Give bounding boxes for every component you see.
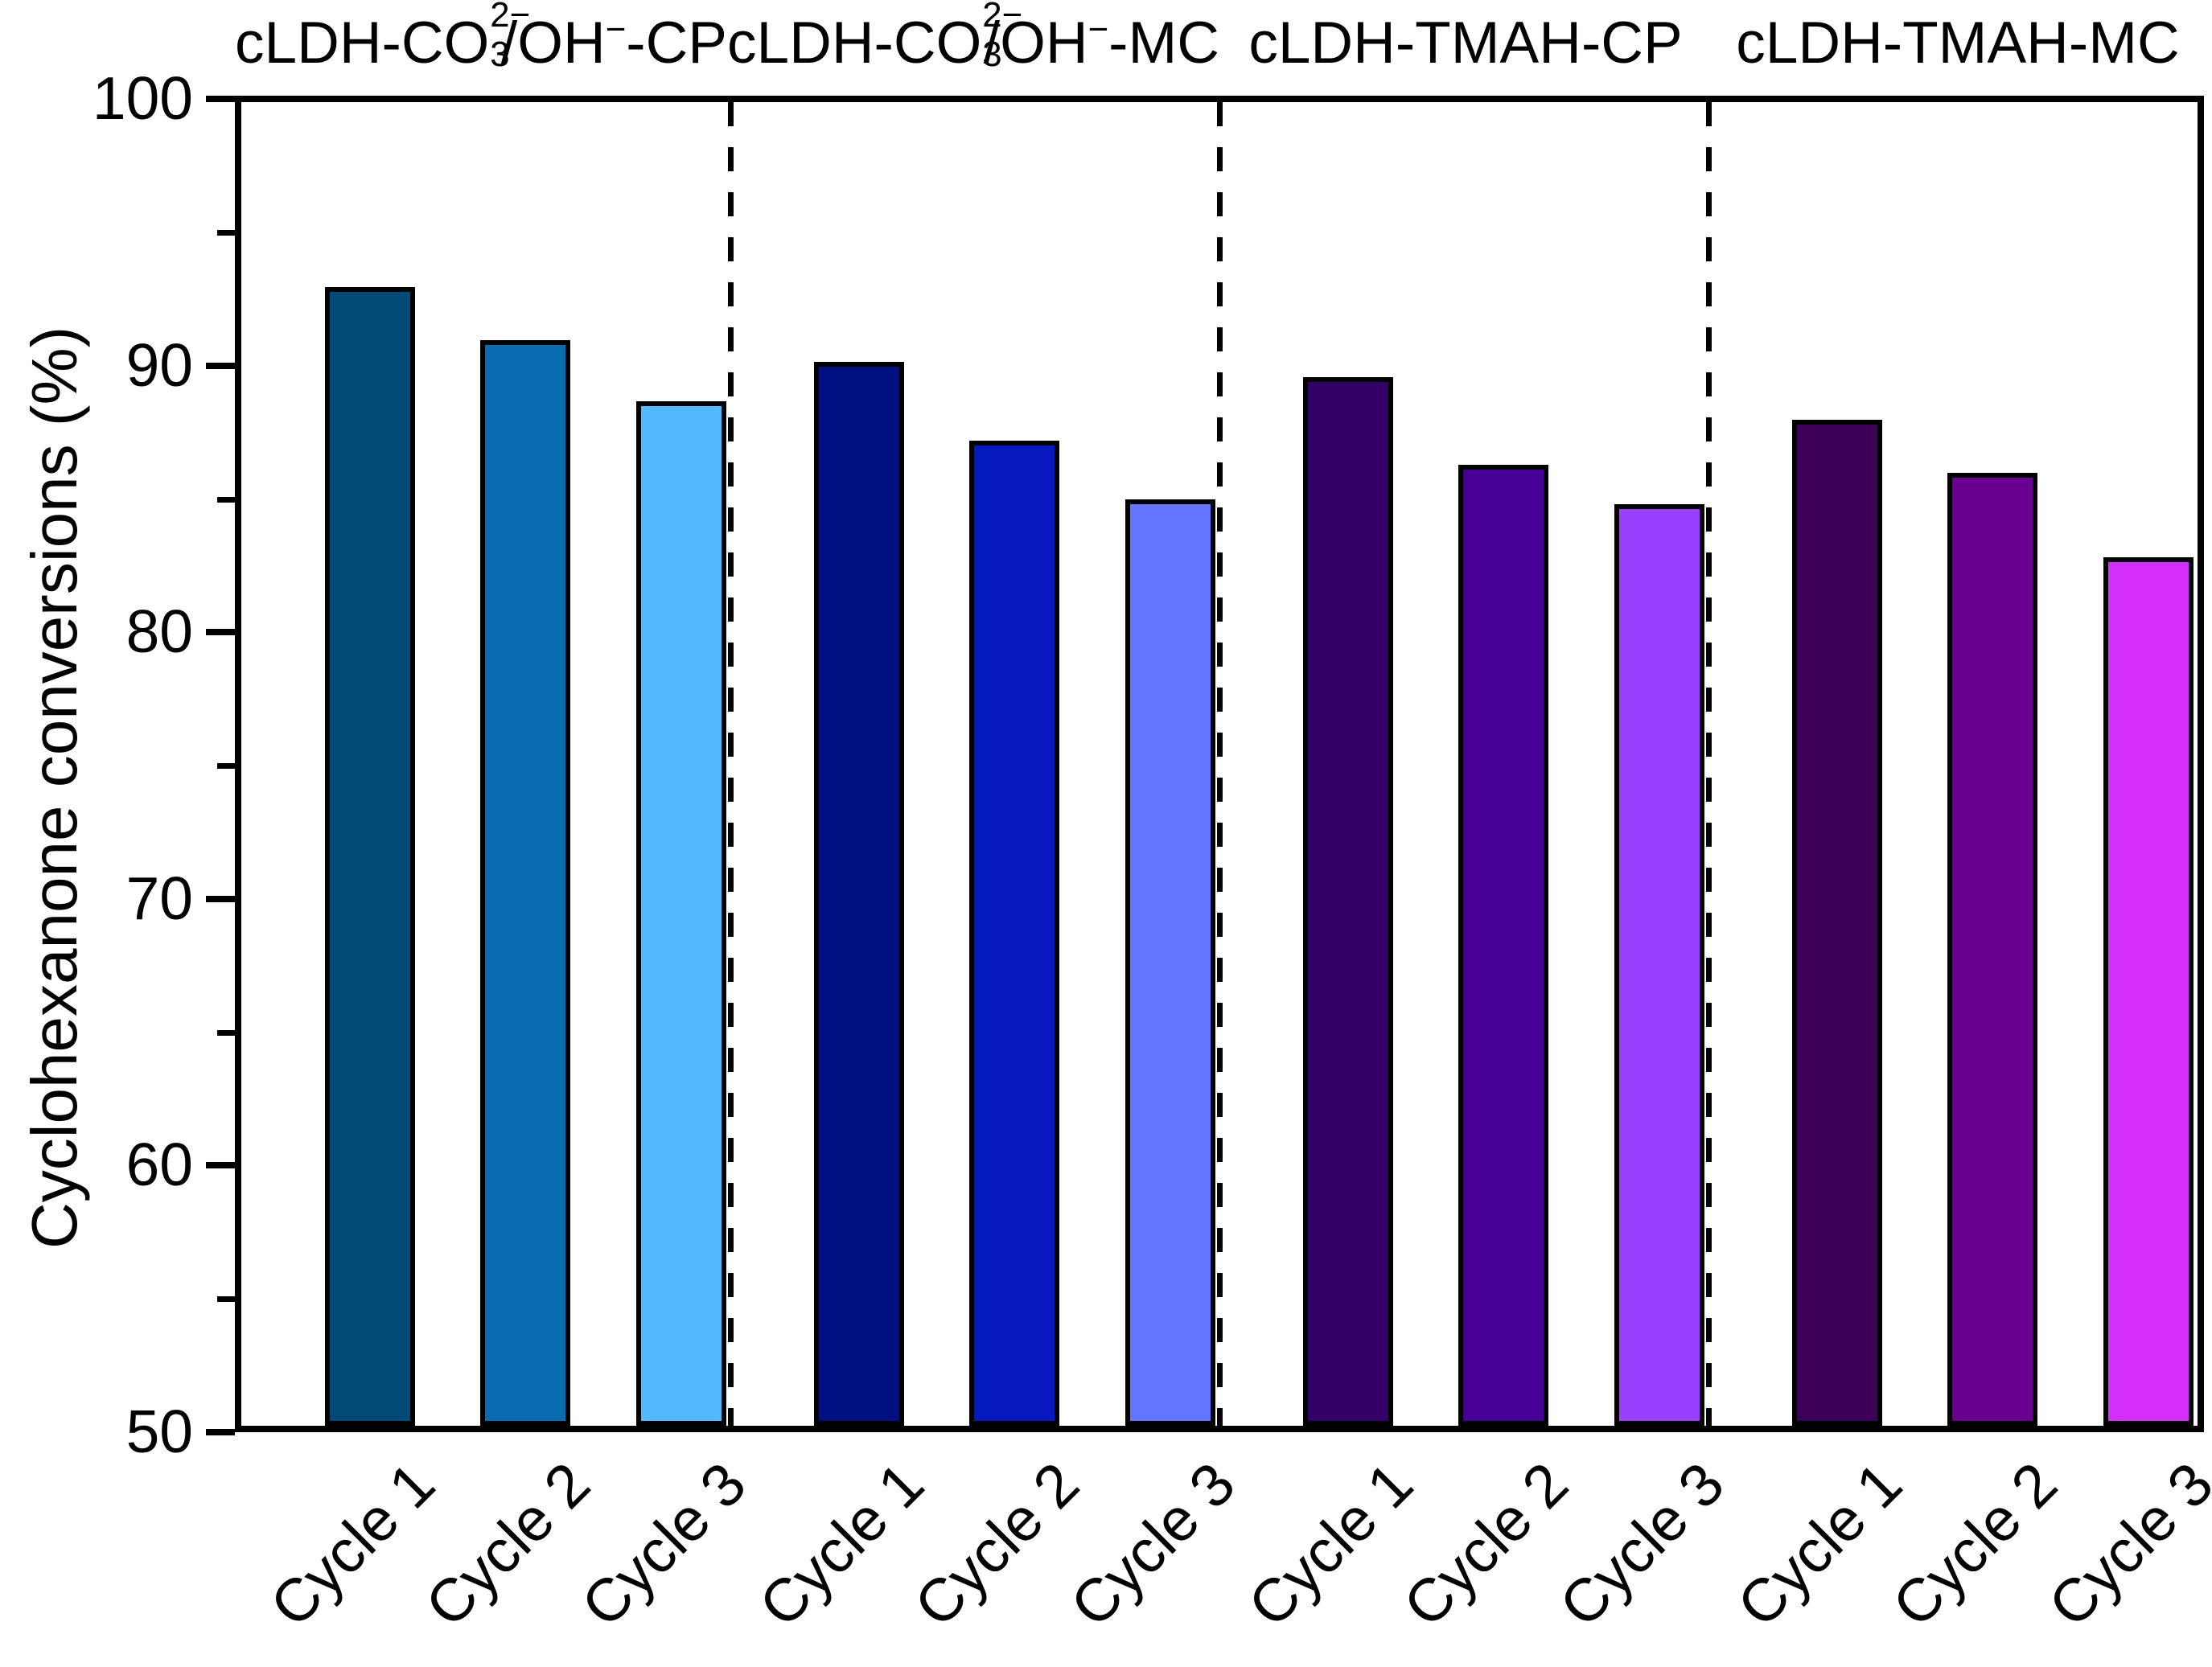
x-tick-label: Cycle 2 (1390, 1449, 1581, 1640)
bar-g1-cycle2 (480, 340, 570, 1426)
x-tick-label: Cycle 1 (1235, 1449, 1425, 1640)
label-text: cLDH-TMAH-CP (1248, 10, 1683, 76)
bar-g2-cycle1 (814, 361, 904, 1426)
superscript: − (605, 10, 627, 49)
label-text: -MC (1108, 10, 1219, 76)
x-tick-label: Cycle 2 (1879, 1449, 2070, 1640)
label-text: cLDH-TMAH-MC (1736, 10, 2180, 76)
chem-sub-sup: 2− 3 (489, 0, 530, 74)
bar-g1-cycle3 (636, 401, 726, 1426)
bar-g3-cycle3 (1614, 504, 1704, 1426)
bar-g3-cycle1 (1303, 377, 1393, 1426)
subscript: 3 (982, 34, 1002, 74)
y-tick-label: 80 (125, 597, 193, 665)
label-text: /OH (500, 10, 606, 76)
plot-area (235, 96, 2204, 1432)
bar-g3-cycle2 (1458, 465, 1548, 1426)
x-tick-label: Cycle 1 (257, 1449, 447, 1640)
bar-group-2 (730, 102, 1219, 1426)
y-tick-label: 50 (125, 1398, 193, 1465)
group-label-cldh-tmah-cp: cLDH-TMAH-CP (1219, 10, 1712, 77)
y-axis-major-tick (206, 1429, 235, 1435)
label-text: cLDH-CO (727, 10, 982, 76)
bar-g4-cycle3 (2103, 557, 2193, 1426)
y-axis-minor-tick (217, 763, 235, 769)
bar-g2-cycle2 (969, 441, 1059, 1426)
bar-g4-cycle1 (1792, 420, 1882, 1426)
bar-g4-cycle2 (1947, 472, 2037, 1426)
y-axis-major-tick (206, 363, 235, 369)
x-tick-label: Cycle 3 (1546, 1449, 1737, 1640)
subscript: 3 (490, 34, 510, 74)
x-tick-label: Cycle 1 (746, 1449, 936, 1640)
x-tick-label: Cycle 3 (568, 1449, 759, 1640)
x-tick-label: Cycle 1 (1724, 1449, 1914, 1640)
bar-group-4 (1708, 102, 2198, 1426)
y-tick-label: 60 (125, 1131, 193, 1198)
group-label-cldh-tmah-mc: cLDH-TMAH-MC (1712, 10, 2204, 77)
y-tick-label: 70 (125, 864, 193, 932)
x-tick-label: Cycle 2 (901, 1449, 1092, 1640)
y-axis-major-tick (206, 96, 235, 102)
group-label-cldh-co3-oh-cp: cLDH-CO 2− 3/OH − -CP (235, 0, 727, 77)
y-axis-minor-tick (217, 230, 235, 236)
group-label-cldh-co3-oh-mc: cLDH-CO 2− 3/OH − -MC (727, 0, 1219, 77)
x-tick-label: Cycle 3 (2035, 1449, 2212, 1640)
y-axis-major-tick (206, 896, 235, 902)
group-divider-dashed-line (728, 102, 734, 1426)
group-divider-dashed-line (1217, 102, 1223, 1426)
x-tick-label: Cycle 2 (412, 1449, 602, 1640)
y-axis-minor-tick (217, 497, 235, 503)
bar-group-3 (1219, 102, 1708, 1426)
group-divider-dashed-line (1706, 102, 1712, 1426)
y-axis-minor-tick (217, 1030, 235, 1036)
label-text: -CP (626, 10, 727, 76)
bar-group-1 (241, 102, 730, 1426)
bar-g2-cycle3 (1125, 499, 1215, 1426)
y-axis-title: Cyclohexanone conversions (%) (19, 326, 90, 1249)
y-axis-major-tick (206, 1162, 235, 1168)
superscript: − (1087, 10, 1109, 49)
chem-sub-sup: 2− 3 (981, 0, 1022, 74)
superscript: 2− (490, 0, 531, 35)
superscript: 2− (982, 0, 1023, 35)
bar-g1-cycle1 (325, 287, 415, 1426)
y-tick-label: 100 (92, 64, 193, 132)
y-tick-label: 90 (125, 331, 193, 399)
x-tick-label: Cycle 3 (1057, 1449, 1248, 1640)
y-axis-major-tick (206, 629, 235, 635)
label-text: cLDH-CO (235, 10, 490, 76)
label-text: /OH (983, 10, 1088, 76)
y-axis-minor-tick (217, 1296, 235, 1302)
